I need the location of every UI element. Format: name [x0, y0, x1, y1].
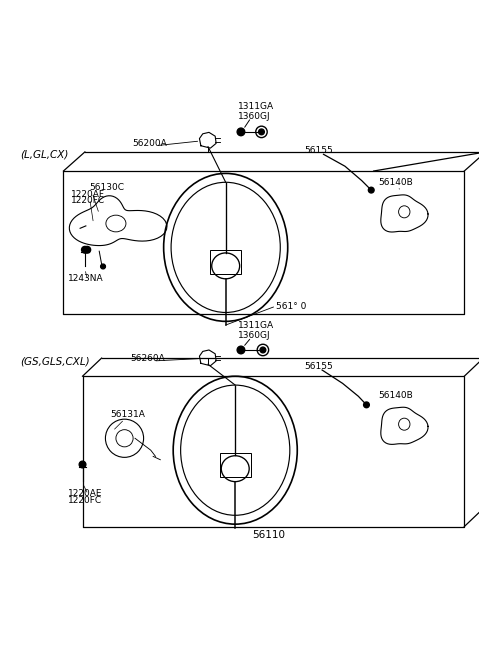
Circle shape	[259, 129, 264, 135]
Circle shape	[101, 264, 106, 269]
Circle shape	[260, 347, 266, 353]
Text: 1220AF: 1220AF	[71, 191, 105, 199]
Text: 56155: 56155	[304, 146, 333, 155]
Text: 1220FC: 1220FC	[68, 495, 102, 505]
Text: 56140B: 56140B	[378, 178, 413, 187]
Text: 561° 0: 561° 0	[276, 302, 306, 311]
Text: 56130C: 56130C	[90, 183, 125, 192]
Text: 1311GA: 1311GA	[238, 102, 274, 111]
Circle shape	[82, 246, 88, 253]
Text: 1220FC: 1220FC	[71, 196, 105, 205]
Text: 56200A: 56200A	[132, 139, 168, 148]
Text: (L,GL,CX): (L,GL,CX)	[21, 149, 69, 159]
Circle shape	[364, 402, 369, 408]
Text: 1243NA: 1243NA	[68, 274, 104, 283]
Bar	[220, 453, 251, 477]
Text: 1360GJ: 1360GJ	[238, 112, 270, 120]
Text: 1220AE: 1220AE	[68, 489, 103, 499]
Text: 56140B: 56140B	[378, 391, 413, 399]
Text: 56260A: 56260A	[130, 354, 165, 363]
Text: 1360GJ: 1360GJ	[238, 331, 270, 340]
Bar	[210, 250, 241, 274]
Text: 1311GA: 1311GA	[238, 321, 274, 330]
Text: 56155: 56155	[304, 362, 333, 371]
Text: (GS,GLS,CXL): (GS,GLS,CXL)	[21, 357, 90, 367]
Text: 56131A: 56131A	[110, 410, 145, 419]
Circle shape	[84, 246, 91, 253]
Circle shape	[237, 128, 245, 136]
Text: 56110: 56110	[252, 530, 285, 539]
Circle shape	[368, 187, 374, 193]
Circle shape	[79, 461, 86, 468]
Circle shape	[237, 346, 245, 353]
